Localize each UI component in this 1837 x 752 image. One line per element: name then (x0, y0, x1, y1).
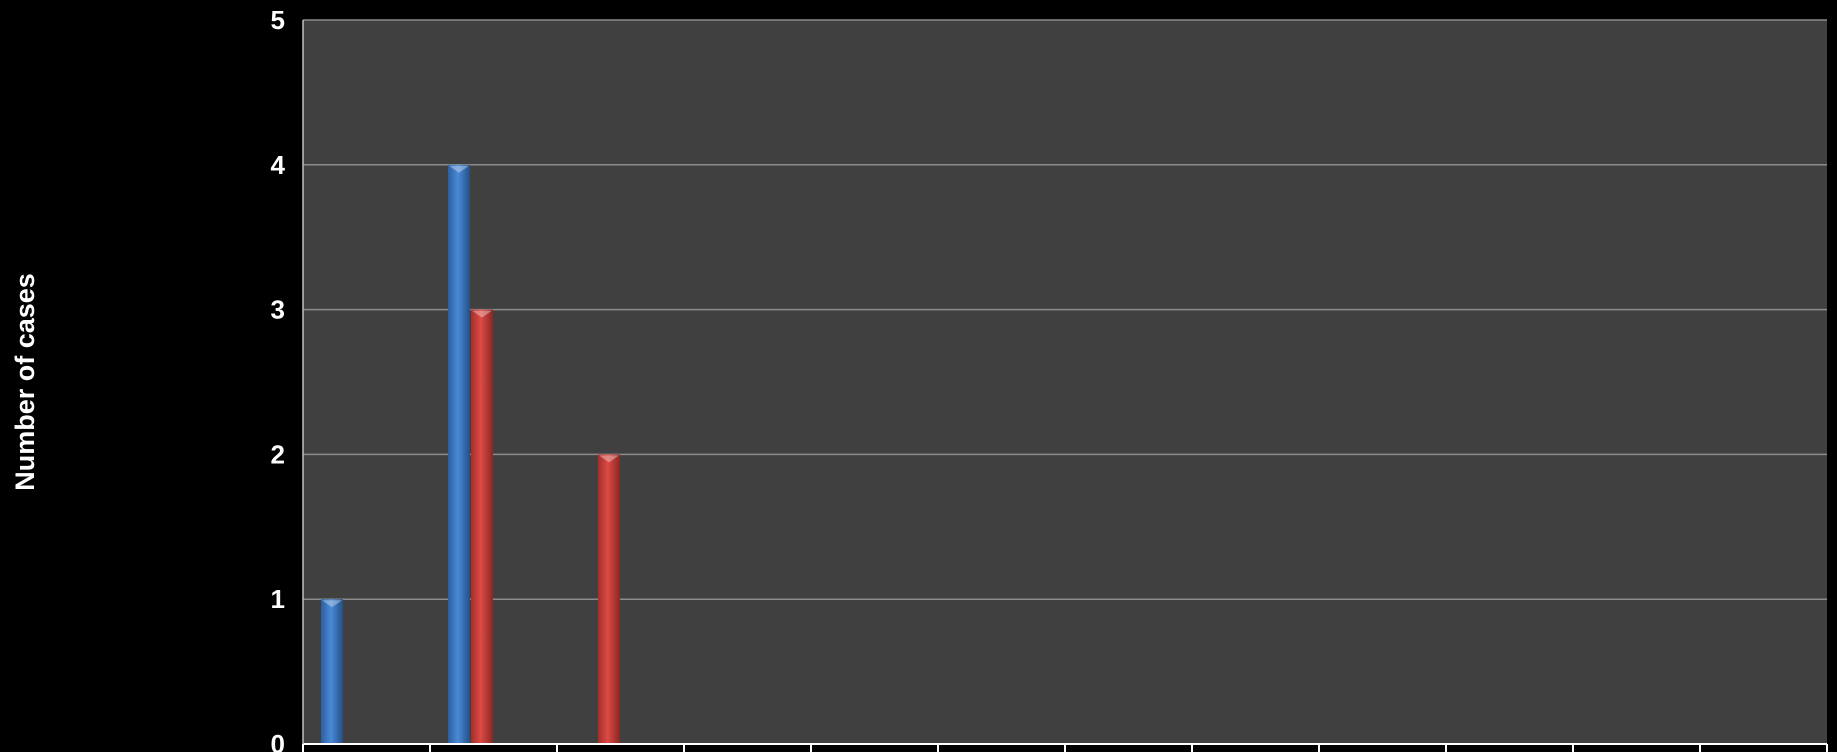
bar-cap (599, 455, 619, 463)
bar (598, 454, 620, 744)
y-tick-label: 4 (271, 150, 286, 180)
plot-area (303, 20, 1827, 744)
gridlines (303, 19, 1827, 600)
y-tick-label: 5 (271, 5, 285, 35)
bar-cap (322, 600, 342, 608)
y-axis-ticks: 0 1 2 3 4 5 (271, 5, 286, 752)
y-tick-label: 3 (271, 295, 285, 325)
bars (321, 164, 620, 745)
bar (471, 309, 493, 744)
x-axis (302, 20, 1828, 752)
y-axis-title: Number of cases (10, 273, 40, 491)
bar-cap (472, 310, 492, 318)
y-tick-label: 2 (271, 439, 285, 469)
bar-cap (449, 165, 469, 173)
bar (321, 599, 343, 744)
bar (448, 164, 470, 745)
y-tick-label: 0 (271, 729, 285, 752)
y-tick-label: 1 (271, 584, 285, 614)
